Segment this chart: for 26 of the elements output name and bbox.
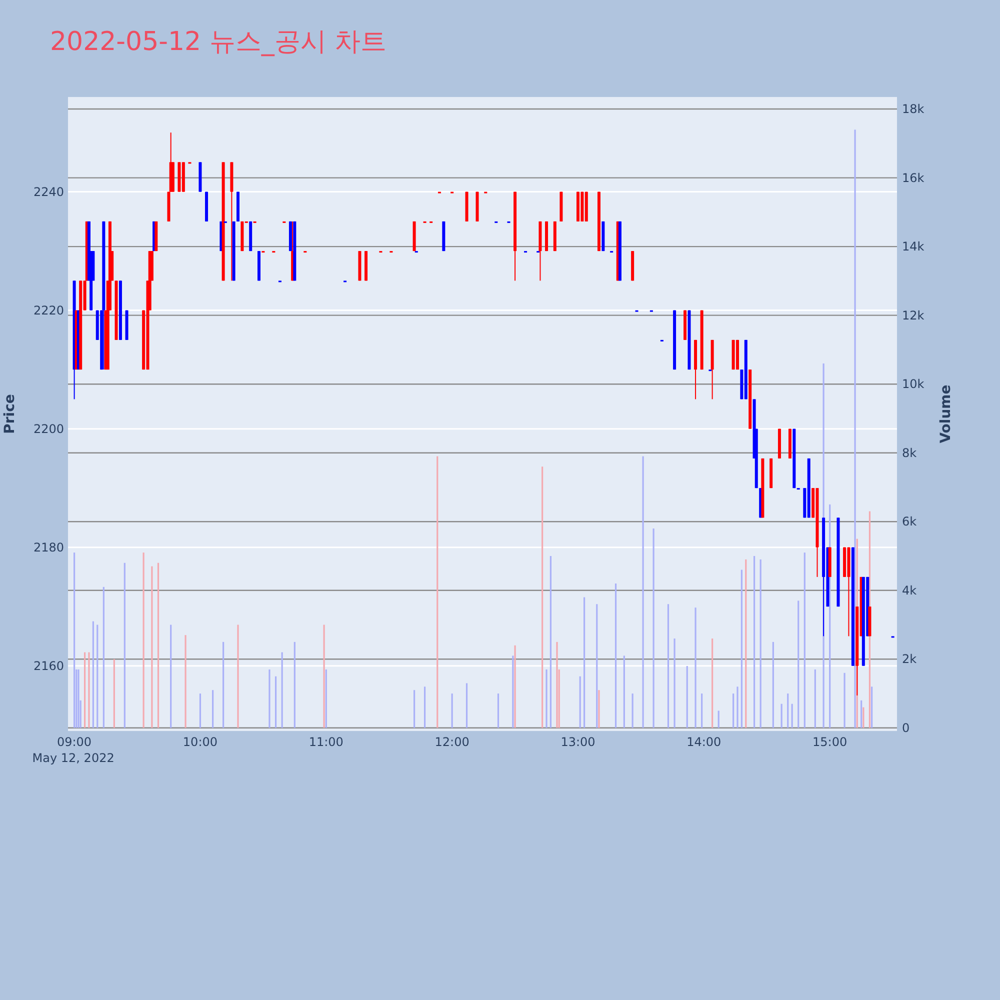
x-tick-label: 11:00 xyxy=(308,735,344,749)
y2-tick-label: 18k xyxy=(902,102,924,116)
x-tick-label: 15:00 xyxy=(812,735,848,749)
y2-tick-label: 6k xyxy=(902,514,917,529)
y-tick-label: 2160 xyxy=(33,658,64,673)
x-tick-label: 09:00 xyxy=(57,735,92,749)
y-tick-label: 2240 xyxy=(33,184,64,199)
y-tick-label: 2220 xyxy=(33,303,64,318)
y2-tick-label: 4k xyxy=(902,583,917,598)
x-tick-label: 10:00 xyxy=(182,735,218,749)
y2-tick-label: 14k xyxy=(902,240,924,254)
y2-tick-label: 10k xyxy=(902,377,924,392)
y2-tick-label: 2k xyxy=(902,652,917,666)
chart-title: 2022-05-12 뉴스_공시 차트 xyxy=(50,27,387,57)
y-axis-title: Price xyxy=(2,394,18,434)
y2-tick-label: 16k xyxy=(902,170,924,185)
y2-tick-label: 0 xyxy=(902,720,910,735)
x-tick-label: 12:00 xyxy=(434,735,470,749)
x-tick-label: 14:00 xyxy=(686,735,722,749)
x-tick-label: 13:00 xyxy=(560,735,596,749)
y2-tick-label: 8k xyxy=(902,446,917,460)
y2-tick-label: 12k xyxy=(902,308,924,322)
text: May 12, 2022 xyxy=(32,751,114,765)
y-tick-label: 2180 xyxy=(33,540,64,554)
y-tick-label: 2200 xyxy=(33,422,64,436)
y2-axis-title: Volume xyxy=(938,384,954,444)
